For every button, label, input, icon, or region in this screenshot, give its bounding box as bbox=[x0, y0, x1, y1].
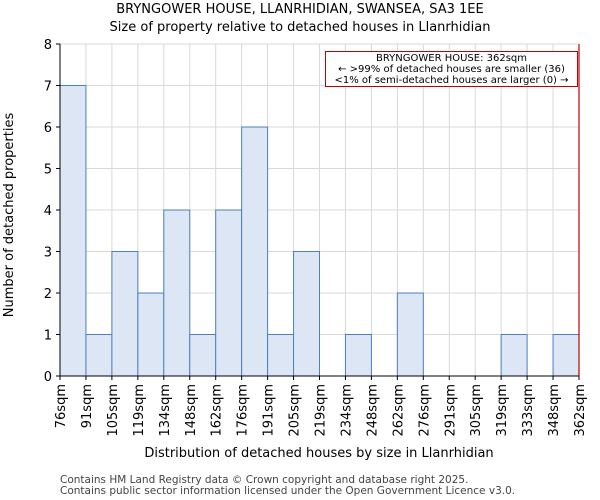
bar-262sqm bbox=[396, 292, 424, 377]
x-tick-label: 205sqm bbox=[288, 384, 303, 437]
x-tick-label: 276sqm bbox=[417, 384, 432, 437]
x-tick-label: 219sqm bbox=[314, 384, 329, 437]
x-tick-label: 191sqm bbox=[262, 384, 277, 437]
y-tick-label: 0 bbox=[44, 370, 52, 385]
bar-191sqm bbox=[267, 334, 295, 377]
x-tick-label: 162sqm bbox=[210, 384, 225, 437]
bar-176sqm bbox=[241, 126, 269, 377]
x-tick-label: 319sqm bbox=[495, 384, 510, 437]
x-tick-label: 91sqm bbox=[80, 384, 95, 428]
x-tick-label: 333sqm bbox=[521, 384, 536, 437]
annotation-line-3: <1% of semi-detached houses are larger (… bbox=[334, 75, 569, 86]
y-tick-label: 2 bbox=[44, 287, 52, 302]
y-axis-label: Number of detached properties bbox=[2, 113, 17, 318]
x-tick-label: 305sqm bbox=[469, 384, 484, 437]
x-tick-label: 262sqm bbox=[391, 384, 406, 437]
bar-134sqm bbox=[163, 209, 191, 377]
y-tick-label: 3 bbox=[44, 246, 52, 261]
bar-205sqm bbox=[293, 251, 320, 377]
x-tick-label: 119sqm bbox=[132, 384, 147, 437]
x-tick-label: 134sqm bbox=[158, 384, 173, 437]
bar-91sqm bbox=[85, 334, 113, 377]
y-tick-label: 7 bbox=[44, 80, 52, 95]
chart-title: BRYNGOWER HOUSE, LLANRHIDIAN, SWANSEA, S… bbox=[116, 2, 484, 17]
annotation-box: BRYNGOWER HOUSE: 362sqm ← >99% of detach… bbox=[325, 51, 578, 87]
x-tick-label: 176sqm bbox=[236, 384, 251, 437]
chart-subtitle: Size of property relative to detached ho… bbox=[109, 20, 491, 35]
bars bbox=[59, 85, 580, 377]
bar-119sqm bbox=[137, 292, 165, 377]
y-tick-label: 4 bbox=[44, 204, 52, 219]
x-tick-label: 348sqm bbox=[547, 384, 562, 437]
annotation-line-1: BRYNGOWER HOUSE: 362sqm bbox=[375, 53, 528, 64]
bar-105sqm bbox=[111, 251, 139, 377]
x-tick-label: 148sqm bbox=[184, 384, 199, 437]
y-tick-label: 6 bbox=[44, 121, 52, 136]
x-axis-label: Distribution of detached houses by size … bbox=[144, 446, 493, 461]
bar-162sqm bbox=[215, 209, 243, 377]
x-tick-label: 362sqm bbox=[573, 384, 588, 437]
bar-319sqm bbox=[500, 334, 528, 377]
y-tick-label: 8 bbox=[44, 38, 52, 53]
bar-76sqm bbox=[59, 85, 87, 377]
x-tick-label: 248sqm bbox=[365, 384, 380, 437]
axes: 0 1 2 3 4 5 6 7 8 76sqm 91sqm 105sqm 119sqm 134sqm 148… bbox=[44, 38, 588, 437]
x-tick-label: 76sqm bbox=[54, 384, 69, 428]
y-tick-label: 1 bbox=[44, 329, 52, 344]
y-tick-label: 5 bbox=[44, 163, 52, 178]
x-tick-label: 291sqm bbox=[443, 384, 458, 437]
footer-line-2: Contains public sector information licen… bbox=[60, 485, 516, 497]
footer-line-1: Contains HM Land Registry data © Crown c… bbox=[60, 474, 469, 486]
bar-348sqm bbox=[552, 334, 580, 377]
x-tick-label: 234sqm bbox=[339, 384, 354, 437]
bar-234sqm bbox=[344, 334, 372, 377]
x-tick-label: 105sqm bbox=[106, 384, 121, 437]
bar-148sqm bbox=[189, 334, 217, 377]
annotation-line-2: ← >99% of detached houses are smaller (3… bbox=[338, 64, 565, 75]
